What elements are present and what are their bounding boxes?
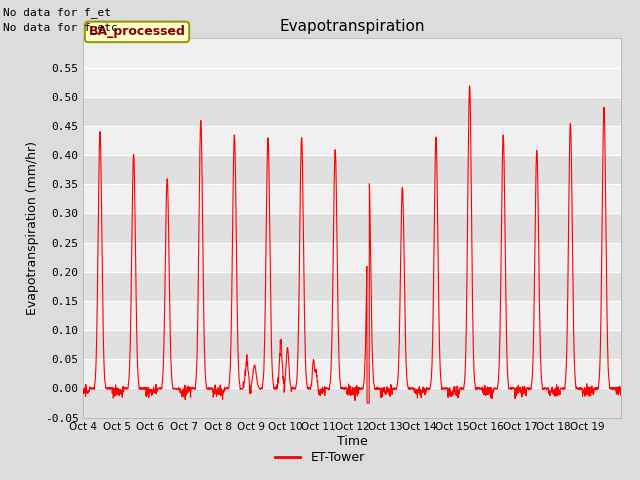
Y-axis label: Evapotranspiration (mm/hr): Evapotranspiration (mm/hr) xyxy=(26,141,39,315)
X-axis label: Time: Time xyxy=(337,435,367,448)
Text: No data for f_et: No data for f_et xyxy=(3,7,111,18)
Bar xyxy=(83,242,621,272)
Bar xyxy=(83,155,621,184)
Bar xyxy=(83,126,621,155)
Text: BA_processed: BA_processed xyxy=(88,25,186,38)
Bar xyxy=(83,330,621,359)
Legend: ET-Tower: ET-Tower xyxy=(270,446,370,469)
Bar xyxy=(83,272,621,301)
Bar xyxy=(83,359,621,388)
Title: Evapotranspiration: Evapotranspiration xyxy=(279,20,425,35)
Bar xyxy=(83,97,621,126)
Bar xyxy=(83,301,621,330)
Bar xyxy=(83,388,621,418)
Bar xyxy=(83,68,621,97)
Text: No data for f_etc: No data for f_etc xyxy=(3,22,118,33)
Bar xyxy=(83,214,621,242)
Bar xyxy=(83,184,621,214)
